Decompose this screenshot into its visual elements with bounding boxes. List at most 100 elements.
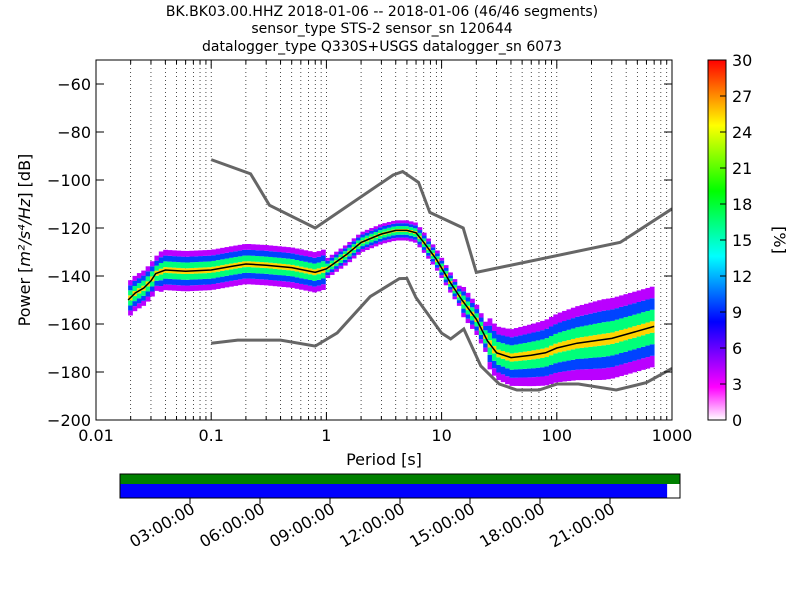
density-cell <box>404 231 410 235</box>
density-cell <box>167 255 173 262</box>
density-cell <box>145 286 151 292</box>
density-cell <box>496 357 502 365</box>
density-cell <box>592 346 598 358</box>
density-cell <box>522 325 528 335</box>
density-cell <box>312 280 318 287</box>
density-cell <box>237 267 243 274</box>
density-cell <box>592 357 598 369</box>
density-cell <box>351 238 357 242</box>
density-cell <box>461 308 467 313</box>
density-cell <box>202 261 208 268</box>
density-cell <box>334 251 339 255</box>
density-cell <box>566 309 572 320</box>
density-cell <box>500 335 506 344</box>
plot-area: 0.01 0.1 1 10 100 1000 −60 −80 −100 −120 −140 −160… <box>47 59 692 445</box>
density-cell <box>377 224 383 228</box>
density-cell <box>566 319 572 330</box>
density-cell <box>570 349 576 360</box>
density-cell <box>360 231 366 235</box>
density-cell <box>579 326 585 338</box>
density-cell <box>527 333 532 343</box>
density-cell <box>189 262 195 269</box>
density-cell <box>548 326 554 337</box>
colorbar-tick-label: 6 <box>732 339 742 358</box>
density-cell <box>329 257 335 261</box>
density-cell <box>430 255 436 259</box>
density-cell <box>553 372 559 383</box>
density-cell <box>141 275 147 281</box>
density-cell <box>430 247 436 251</box>
density-cell <box>579 315 585 327</box>
density-cell <box>557 352 563 363</box>
density-cell <box>312 286 318 293</box>
density-cell <box>417 230 423 233</box>
density-cell <box>470 303 475 308</box>
density-cell <box>364 235 370 239</box>
density-cell <box>303 256 309 262</box>
density-cell <box>474 313 480 318</box>
density-cell <box>312 275 318 281</box>
density-cell <box>404 234 410 238</box>
density-cell <box>399 220 405 224</box>
density-cell <box>443 268 449 271</box>
density-cell <box>408 224 414 228</box>
density-cell <box>299 255 304 261</box>
density-cell <box>421 244 427 248</box>
density-cell <box>277 280 282 287</box>
density-cell <box>154 255 160 261</box>
density-cell <box>220 253 225 260</box>
density-cell <box>325 260 331 264</box>
density-cell <box>413 239 418 243</box>
density-cell <box>597 357 602 369</box>
density-cell <box>193 273 199 280</box>
density-cell <box>623 340 629 352</box>
density-cell <box>584 369 589 381</box>
density-cell <box>202 255 208 262</box>
density-cell <box>136 293 142 299</box>
density-cell <box>505 368 510 377</box>
density-cell <box>338 260 344 263</box>
density-cell <box>452 293 458 297</box>
density-cell <box>509 329 515 338</box>
density-cell <box>513 369 519 378</box>
density-cell <box>483 326 488 331</box>
density-cell <box>518 343 524 353</box>
density-cell <box>408 235 414 239</box>
density-cell <box>211 260 217 267</box>
density-cell <box>351 244 357 247</box>
density-cell <box>255 250 261 257</box>
density-cell <box>224 281 230 288</box>
time-tick-label: 06:00:00 <box>196 499 268 551</box>
density-cell <box>259 273 265 280</box>
density-cell <box>588 324 594 336</box>
density-cell <box>369 228 374 231</box>
density-cell <box>522 343 528 352</box>
density-cell <box>575 316 581 328</box>
density-cell <box>461 286 467 292</box>
y-tick-label: −160 <box>47 315 91 334</box>
density-cell <box>250 267 256 274</box>
density-cell <box>373 243 379 247</box>
time-coverage-axis: 03:00:0006:00:0009:00:0012:00:0015:00:00… <box>119 473 681 551</box>
density-cell <box>509 361 515 370</box>
density-cell <box>592 323 598 336</box>
density-cell <box>413 234 418 237</box>
density-cell <box>601 322 607 334</box>
density-cell <box>329 254 335 258</box>
density-cell <box>185 262 190 269</box>
density-cell <box>636 313 642 326</box>
density-cell <box>364 247 370 251</box>
time-tick-label: 03:00:00 <box>126 499 198 551</box>
density-cell <box>193 279 199 286</box>
density-cell <box>290 282 296 288</box>
density-cell <box>360 234 366 238</box>
density-cell <box>277 275 282 281</box>
density-cell <box>233 268 239 275</box>
x-axis-label: Period [s] <box>346 450 422 469</box>
time-tick-label: 09:00:00 <box>266 499 338 551</box>
density-cell <box>303 250 309 257</box>
density-cell <box>176 279 182 286</box>
density-cell <box>128 290 133 296</box>
density-cell <box>557 372 563 382</box>
density-cell <box>307 251 313 257</box>
